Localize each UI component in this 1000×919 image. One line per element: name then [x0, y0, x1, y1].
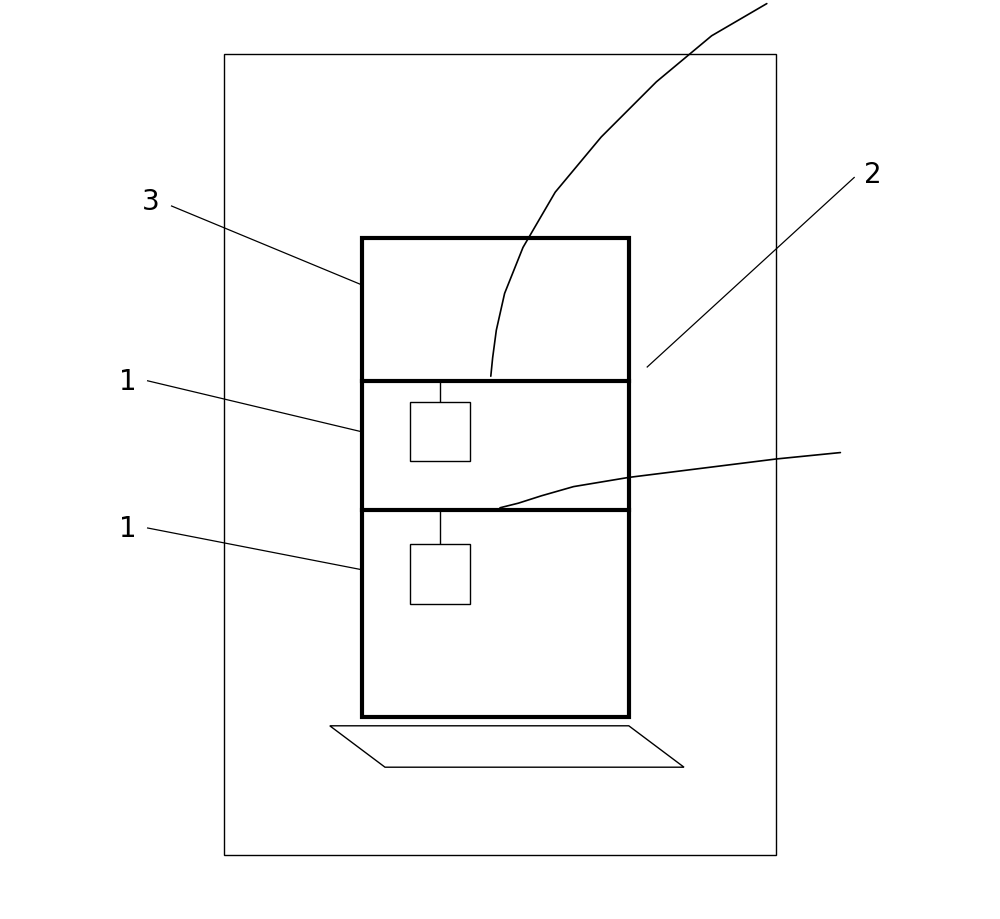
Bar	[224, 55, 776, 855]
Text: 3: 3	[142, 188, 159, 216]
Text: 2: 2	[864, 161, 881, 188]
Text: 1: 1	[119, 368, 136, 395]
Bar	[362, 239, 629, 717]
Bar	[410, 544, 470, 605]
Bar	[410, 403, 470, 461]
Polygon shape	[330, 726, 684, 767]
Text: 1: 1	[119, 515, 136, 542]
